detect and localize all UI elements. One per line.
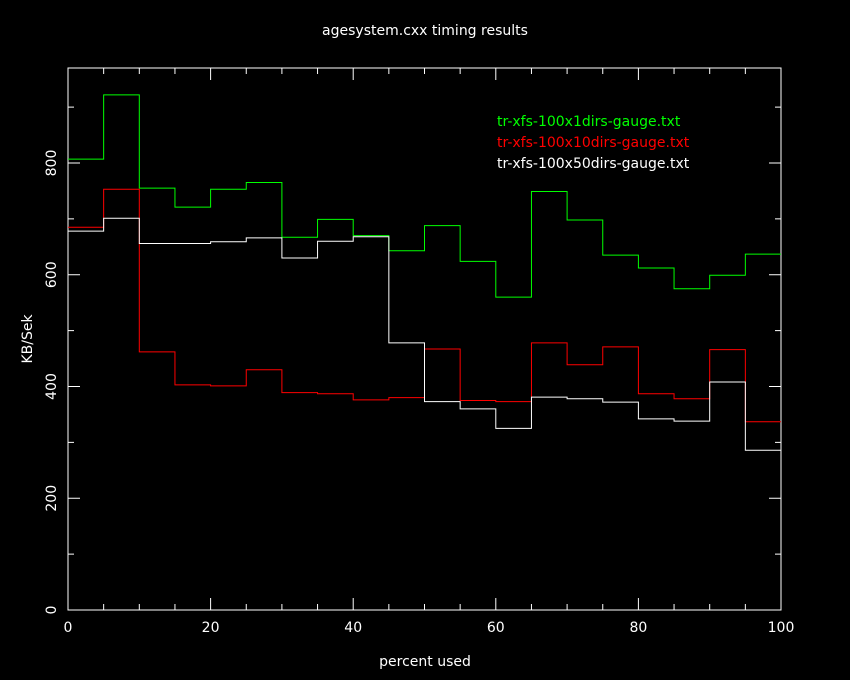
legend-entry-1: tr-xfs-100x1dirs-gauge.txt: [497, 114, 681, 130]
y-tick-label: 200: [44, 485, 60, 512]
legend-entry-3: tr-xfs-100x50dirs-gauge.txt: [497, 156, 690, 172]
series-group: [68, 94, 781, 451]
series-line-3: [68, 217, 781, 451]
y-tick-label: 600: [44, 261, 60, 288]
axis-ticks: 0 20 40 60 80 100 0 200 400 600 800: [44, 68, 794, 636]
x-axis-label: percent used: [379, 654, 471, 670]
y-tick-label: 0: [44, 606, 60, 615]
y-tick-label: 800: [44, 150, 60, 177]
legend-entry-2: tr-xfs-100x10dirs-gauge.txt: [497, 135, 690, 151]
x-tick-label: 100: [768, 620, 795, 636]
x-tick-label: 80: [629, 620, 647, 636]
y-axis-label: KB/Sek: [20, 314, 36, 364]
x-tick-label: 60: [487, 620, 505, 636]
x-tick-label: 40: [344, 620, 362, 636]
chart-title: agesystem.cxx timing results: [322, 23, 528, 39]
y-tick-label: 400: [44, 373, 60, 400]
x-tick-label: 20: [202, 620, 220, 636]
series-line-1: [68, 94, 781, 298]
x-tick-label: 0: [64, 620, 73, 636]
legend: tr-xfs-100x1dirs-gauge.txt tr-xfs-100x10d…: [497, 114, 690, 172]
